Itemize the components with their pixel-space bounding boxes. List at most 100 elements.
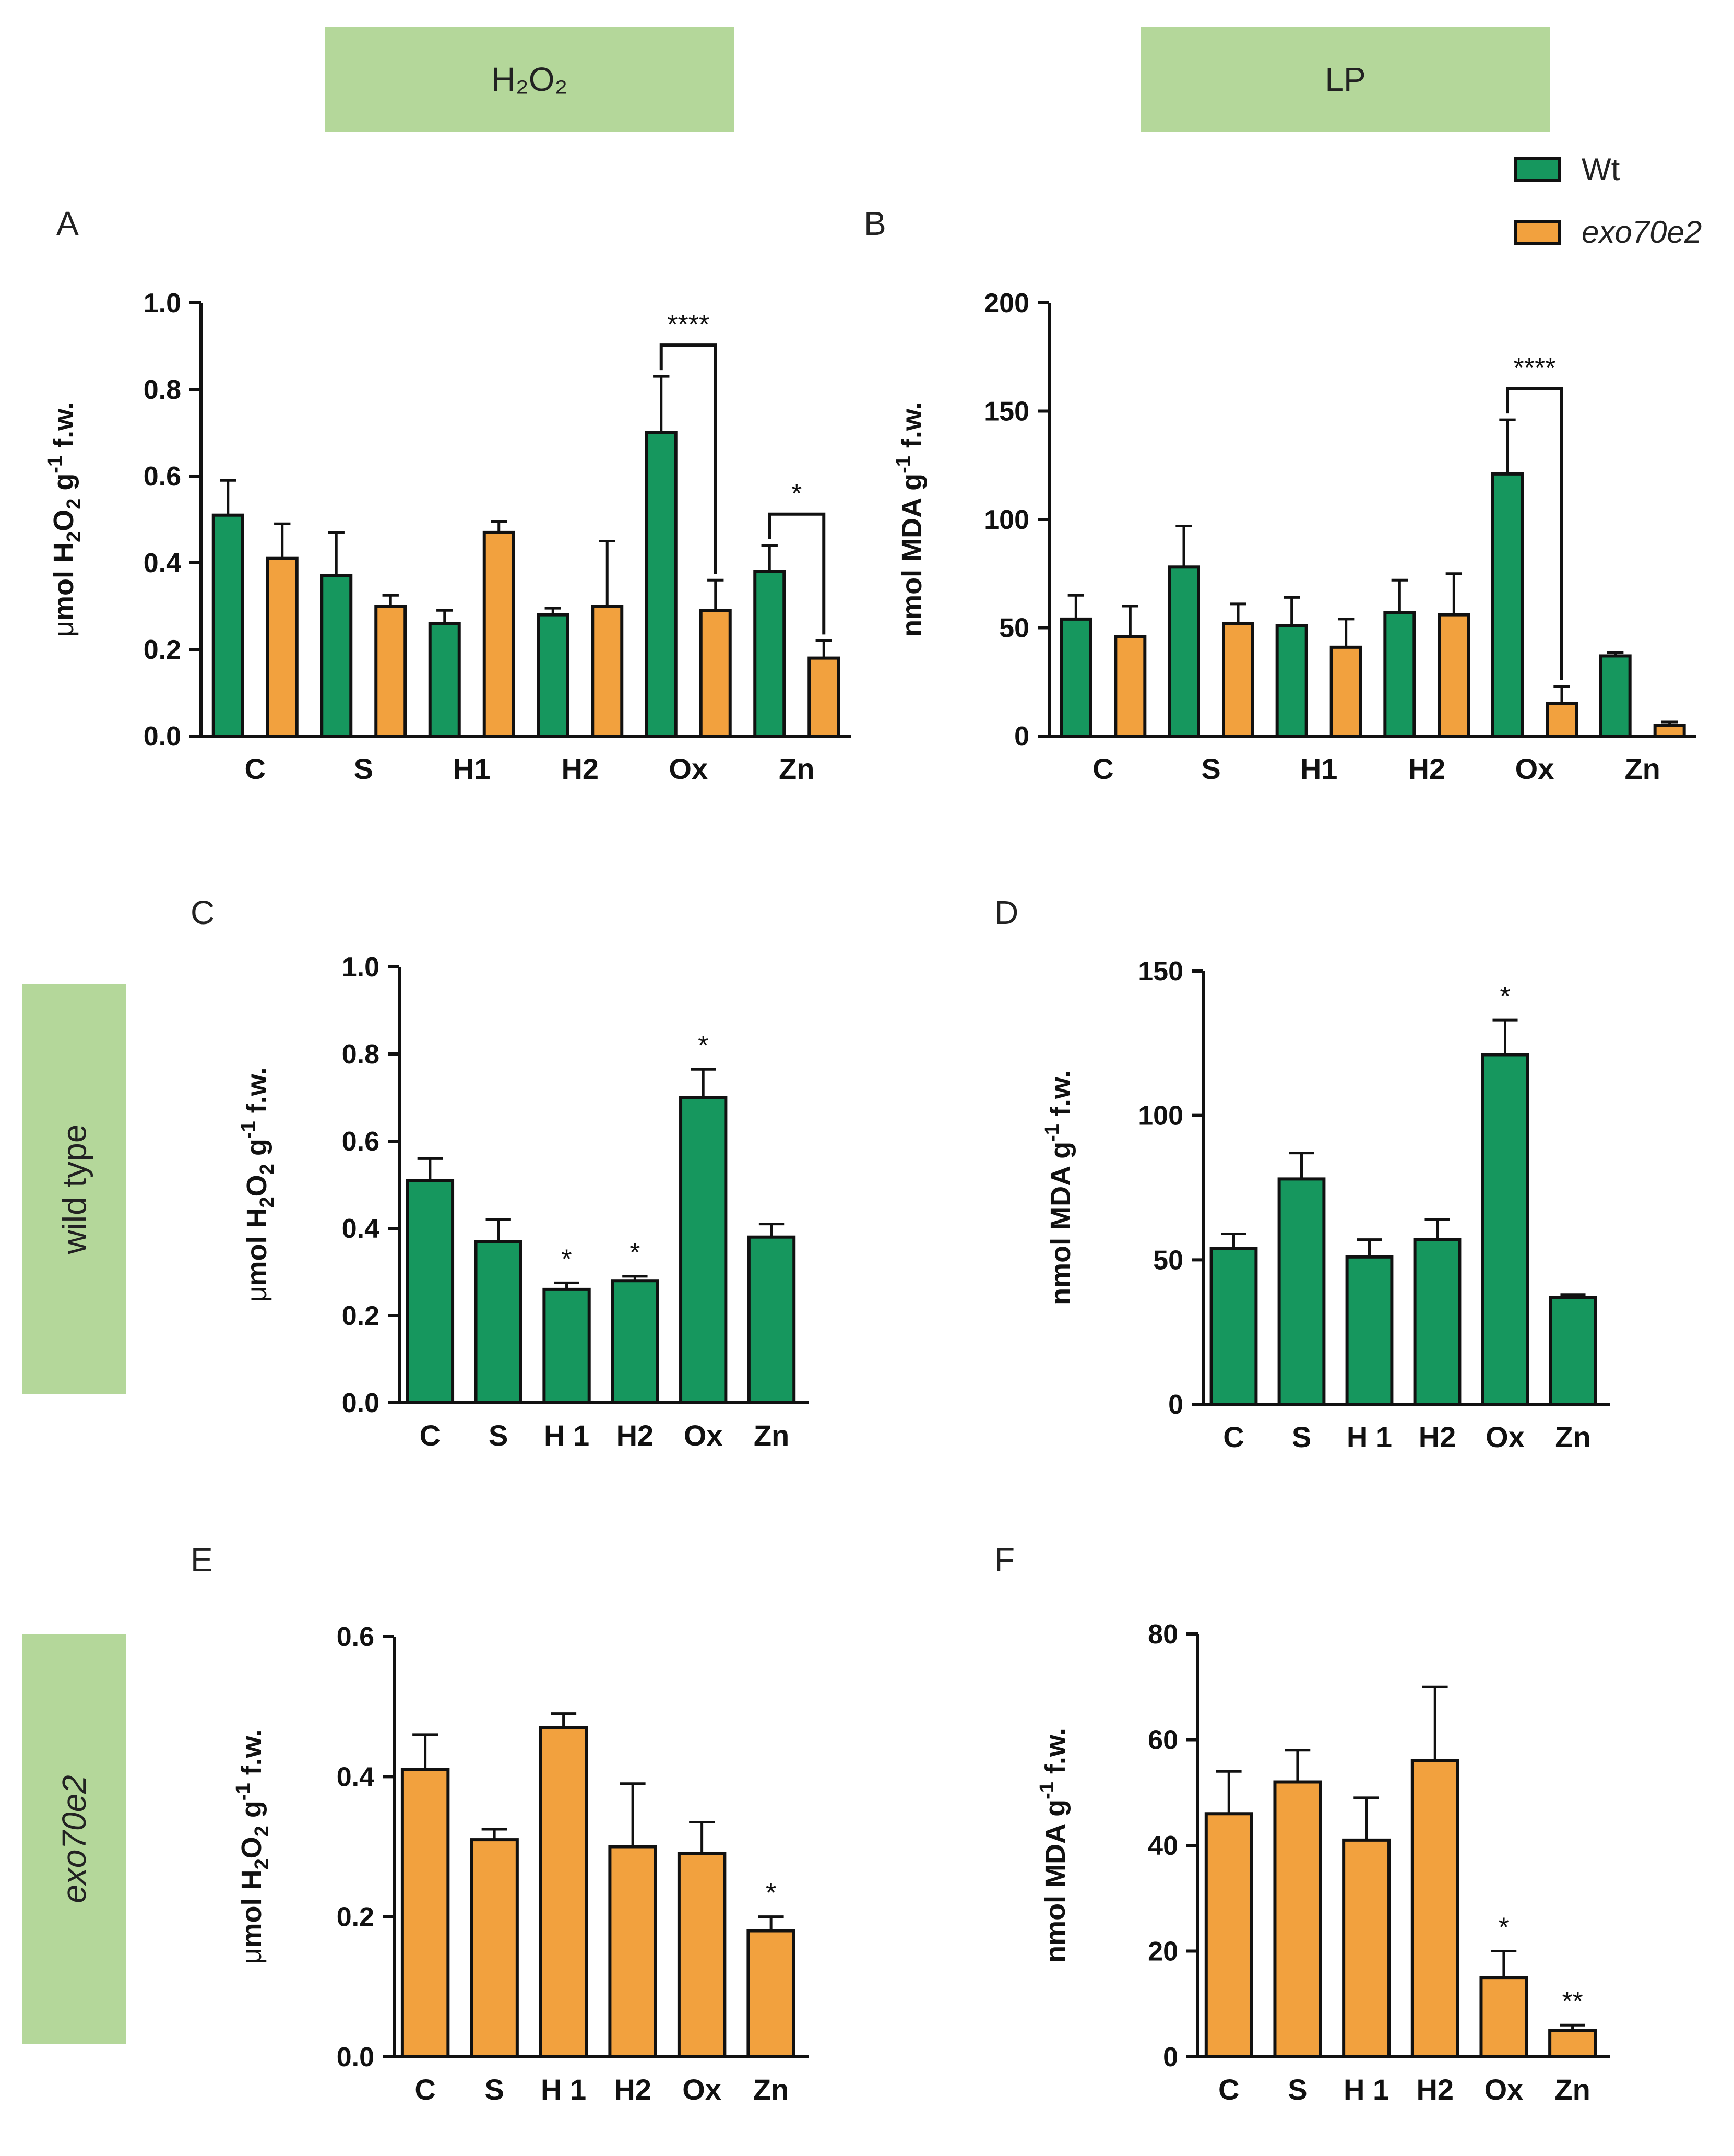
y-axis-label-part: f.w. [236,1729,267,1783]
y-axis-label-part: mol H [236,1869,267,1948]
bar-wt-c [1060,617,1092,738]
y-axis-label-part: -1 [232,1783,254,1800]
bar-exo70e2-s [374,605,407,738]
bar-wt-zn [1549,1296,1597,1406]
y-tick-label: 0.2 [337,1902,374,1933]
bar-exo70e2-c [1204,1812,1253,2058]
banner-wild-type: wild type [22,984,126,1394]
x-tick-label: Zn [1554,2073,1590,2106]
y-tick-label: 0.6 [342,1127,379,1157]
y-tick-label: 100 [1138,1101,1183,1131]
y-tick-label: 0 [1014,721,1029,752]
x-tick-label: S [484,2073,504,2106]
y-axis-label-part: -1 [1036,1782,1058,1799]
y-axis-label-part: nmol MDA g [896,473,928,637]
y-tick-label: 0.6 [337,1622,374,1652]
y-axis-label-part: mol H [241,1207,272,1286]
legend-label-exo70e2: exo70e2 [1582,215,1702,250]
chart-d: D 0 50 100 150 nmol MDA g-1 f.w. * C S H 1 H2 Ox Zn [994,894,1610,1453]
y-axis-label: nmol MDA g-1 f.w. [1041,1070,1076,1305]
panel-letter-d: D [994,894,1018,931]
x-tick-label: H2 [1416,2073,1454,2106]
y-axis-label: nmol MDA g-1 f.w. [893,402,928,637]
bar-wt-h2 [611,1279,659,1404]
y-axis-label-part: f.w. [48,402,79,456]
y-tick-label: 20 [1148,1937,1178,1967]
x-tick-label: H 1 [1344,2073,1389,2106]
x-tick-label: C [1092,752,1113,785]
bar-exo70e2-zn [807,656,840,738]
significance-bracket [659,343,717,574]
bar-wt-s [320,574,353,738]
y-axis-label-part: -1 [1041,1124,1063,1142]
banner-lp: LP [1141,27,1550,132]
bar-wt-zn [1599,654,1632,738]
y-tick-label: 150 [984,397,1029,427]
bar-exo70e2-s [1273,1780,1322,2058]
y-axis-label-part: nmol MDA g [1045,1142,1076,1305]
x-tick-label: Zn [1555,1420,1590,1453]
significance-mark: * [630,1238,640,1268]
panel-letter-a: A [56,205,79,242]
y-axis-label-part: 2 [251,1858,273,1869]
x-tick-label: H2 [561,752,599,785]
y-tick-label: 40 [1148,1831,1178,1861]
y-tick-label: 50 [1153,1245,1183,1275]
bar-wt-h1 [1275,624,1308,738]
y-tick-label: 50 [999,613,1029,644]
legend-item-exo70e2: exo70e2 [1514,214,1702,250]
x-tick-label: H2 [1408,752,1446,785]
bar-exo70e2-ox [1479,1976,1528,2058]
y-axis-label-part: nmol MDA g [1040,1799,1071,1963]
y-tick-label: 0.4 [337,1762,374,1792]
legend-item-wt: Wt [1514,151,1620,187]
y-tick-label: 60 [1148,1725,1178,1756]
y-axis-label-part: 2 [251,1826,273,1837]
x-tick-label: Zn [754,1419,789,1452]
x-tick-label: H 1 [544,1419,589,1452]
legend-swatch-exo70e2 [1514,219,1561,245]
bar-exo70e2-h1 [1342,1838,1391,2058]
bar-wt-ox [645,431,678,738]
bar-exo70e2-h1 [482,530,515,738]
bar-exo70e2-ox [677,1852,727,2059]
x-tick-label: C [245,752,266,785]
bar-exo70e2-h1 [1329,645,1362,738]
bar-wt-h2 [1413,1238,1462,1406]
y-tick-label: 0.0 [337,2042,374,2072]
x-tick-label: Zn [779,752,814,785]
y-axis-label-part: -1 [44,456,66,473]
bar-wt-ox [679,1096,728,1404]
bar-wt-c [406,1179,455,1404]
x-tick-label: Zn [1624,752,1660,785]
bar-exo70e2-h2 [608,1845,657,2058]
bar-wt-ox [1491,472,1524,738]
banner-h2o2: H₂O₂ [325,27,734,132]
significance-mark: * [698,1030,708,1061]
bar-exo70e2-h2 [1438,613,1470,738]
y-axis-label-part: g [48,473,79,499]
y-tick-label: 150 [1138,956,1183,987]
y-tick-label: 0.4 [342,1214,379,1244]
y-axis-label: μmol H2O2 g-1 f.w. [237,1067,278,1302]
y-tick-label: 0.4 [144,548,181,578]
bar-exo70e2-h2 [591,605,624,738]
bar-wt-s [1168,565,1200,738]
y-axis-label-part: μ [241,1286,272,1302]
y-axis-label-part: -1 [893,456,914,473]
legend: Wt exo70e2 [1514,151,1723,266]
significance-bracket [1506,387,1563,680]
legend-swatch-wt [1514,157,1561,182]
y-axis-label-part: -1 [237,1121,259,1139]
significance-mark: * [1500,981,1510,1012]
banner-h2o2-label: H₂O₂ [491,61,568,98]
legend-label-wt: Wt [1582,152,1620,187]
significance-mark: * [1499,1913,1509,1943]
bar-exo70e2-h2 [1410,1759,1459,2058]
bar-wt-h1 [428,622,461,738]
x-tick-label: C [1223,1420,1244,1453]
y-tick-label: 0.0 [342,1388,379,1418]
y-axis-label-part: 2 [256,1164,278,1175]
y-axis-label-part: O [48,510,79,531]
